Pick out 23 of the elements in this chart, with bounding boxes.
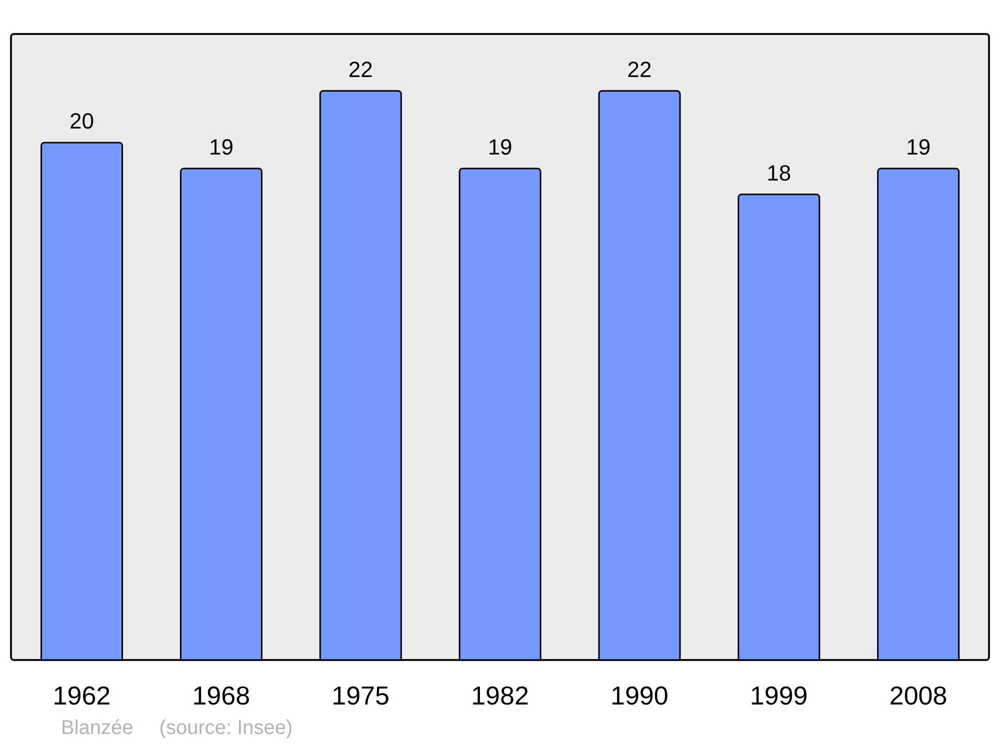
bar <box>180 168 262 661</box>
data-label: 18 <box>766 160 792 186</box>
bar <box>877 168 960 661</box>
data-label: 22 <box>348 56 373 82</box>
data-label: 19 <box>208 134 234 160</box>
bar <box>458 168 542 661</box>
data-label: 22 <box>627 56 652 82</box>
bar <box>40 142 124 661</box>
data-label: 19 <box>906 134 931 160</box>
text: (source: Insee) <box>159 717 293 740</box>
bar <box>598 90 681 661</box>
x-tick-label: 1982 <box>471 680 529 710</box>
x-tick-label: 1968 <box>192 680 250 710</box>
x-tick-label: 1990 <box>610 680 668 710</box>
bar <box>319 90 402 661</box>
x-tick-label: 1975 <box>332 680 390 710</box>
text: Blanzée <box>61 717 134 740</box>
x-tick-label: 2008 <box>889 680 948 710</box>
bar <box>738 194 820 661</box>
data-label: 20 <box>70 108 94 134</box>
data-label: 19 <box>488 134 512 160</box>
x-tick-label: 1962 <box>52 680 111 710</box>
x-tick-label: 1999 <box>750 680 808 710</box>
